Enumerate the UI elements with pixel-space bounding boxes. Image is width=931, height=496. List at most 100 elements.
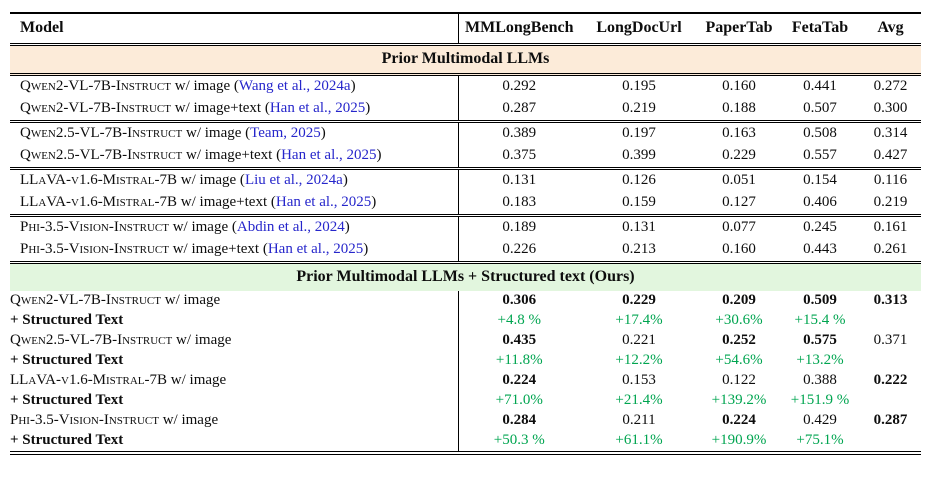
model-name: Phi-3.5-Vision-Instruct <box>20 241 169 257</box>
citation-link[interactable]: Han et al., 2025 <box>267 241 364 257</box>
model-name: Phi-3.5-Vision-Instruct <box>20 219 169 235</box>
value-cell: 0.209 <box>722 292 756 308</box>
value-cell: 0.441 <box>803 78 837 94</box>
value-cell: 0.219 <box>860 192 921 217</box>
model-cell: LLaVA-v1.6-Mistral-7B w/ image (Liu et a… <box>10 168 459 192</box>
value-cell: 0.389 <box>502 125 537 141</box>
value-cell: 0.508 <box>803 125 837 141</box>
table-row: Qwen2-VL-7B-Instruct w/ image+text (Han … <box>10 98 921 123</box>
citation-link[interactable]: Han et al., 2025 <box>269 100 366 116</box>
value-cell: 0.197 <box>622 125 656 141</box>
delta-cell: +4.8 % <box>497 312 541 328</box>
model-name: Qwen2.5-VL-7B-Instruct <box>20 125 183 141</box>
value-cell: 0.261 <box>860 239 921 264</box>
model-name: Qwen2.5-VL-7B-Instruct <box>20 147 183 163</box>
column-header-fetatab: FetaTab <box>780 13 860 46</box>
delta-row: + Structured Text +50.3 % +61.1% +190.9% +75… <box>10 431 921 453</box>
citation-link[interactable]: Han et al., 2025 <box>281 147 377 163</box>
value-cell: 0.224 <box>722 412 756 428</box>
column-header-longdocurl: LongDocUrl <box>580 13 698 46</box>
delta-cell: +21.4% <box>615 392 663 408</box>
value-cell: 0.388 <box>803 372 837 388</box>
value-cell: 0.077 <box>722 219 756 235</box>
value-cell: 0.284 <box>502 412 537 428</box>
table-row: Qwen2.5-VL-7B-Instruct w/ image 0.435 0.22… <box>10 331 921 351</box>
value-cell: 0.122 <box>722 372 756 388</box>
model-name: Qwen2-VL-7B-Instruct <box>10 292 161 308</box>
value-cell: 0.226 <box>458 239 580 264</box>
value-cell: 0.153 <box>622 372 656 388</box>
model-cell: Qwen2.5-VL-7B-Instruct w/ image (Team, 2… <box>10 121 459 145</box>
value-cell: 0.509 <box>803 292 837 308</box>
value-cell: 0.575 <box>803 332 837 348</box>
delta-label: + Structured Text <box>10 351 459 371</box>
value-cell: 0.252 <box>722 332 756 348</box>
section-header-prior-llms-label: Prior Multimodal LLMs <box>10 43 921 76</box>
model-name: Qwen2.5-VL-7B-Instruct <box>10 332 173 348</box>
value-cell: 0.051 <box>722 172 756 188</box>
table-row: Qwen2.5-VL-7B-Instruct w/ image+text (Ha… <box>10 145 921 170</box>
delta-cell: +190.9% <box>711 432 767 448</box>
model-cell: Qwen2-VL-7B-Instruct w/ image <box>10 291 459 311</box>
value-cell: 0.213 <box>580 239 698 264</box>
table-row: LLaVA-v1.6-Mistral-7B w/ image 0.224 0.153… <box>10 371 921 391</box>
column-header-papertab: PaperTab <box>698 13 780 46</box>
delta-cell: +151.9 % <box>790 392 850 408</box>
value-cell: 0.557 <box>780 145 860 170</box>
table-row: Phi-3.5-Vision-Instruct w/ image (Abdin … <box>10 215 921 239</box>
table-row: Phi-3.5-Vision-Instruct w/ image+text (H… <box>10 239 921 264</box>
citation-link[interactable]: Liu et al., 2024a <box>244 172 343 188</box>
model-name: Qwen2-VL-7B-Instruct <box>20 100 171 116</box>
delta-cell: +12.2% <box>615 352 663 368</box>
delta-cell: +30.6% <box>715 312 763 328</box>
delta-cell <box>860 431 921 453</box>
value-cell: 0.188 <box>698 98 780 123</box>
model-cell: Qwen2.5-VL-7B-Instruct w/ image+text (Ha… <box>10 145 459 170</box>
model-cell: Phi-3.5-Vision-Instruct w/ image+text (H… <box>10 239 459 264</box>
delta-cell: +71.0% <box>495 392 543 408</box>
value-cell: 0.126 <box>622 172 656 188</box>
column-header-avg: Avg <box>860 13 921 46</box>
value-cell: 0.221 <box>622 332 656 348</box>
citation-link[interactable]: Wang et al., 2024a <box>238 78 351 94</box>
value-cell: 0.245 <box>803 219 837 235</box>
value-cell: 0.161 <box>873 219 908 235</box>
delta-cell <box>860 391 921 411</box>
table-row: Qwen2-VL-7B-Instruct w/ image (Wang et a… <box>10 74 921 98</box>
header-row: Model MMLongBench LongDocUrl PaperTab Fe… <box>10 13 921 46</box>
model-name: LLaVA-v1.6-Mistral-7B <box>20 194 178 210</box>
citation-link[interactable]: Han et al., 2025 <box>275 194 372 210</box>
delta-label: + Structured Text <box>10 391 459 411</box>
value-cell: 0.272 <box>873 78 908 94</box>
delta-label: + Structured Text <box>10 431 459 453</box>
delta-cell: +11.8% <box>495 352 543 368</box>
column-header-model: Model <box>10 13 459 46</box>
value-cell: 0.159 <box>580 192 698 217</box>
section-header-prior-llms: Prior Multimodal LLMs <box>10 43 921 76</box>
value-cell: 0.131 <box>502 172 537 188</box>
delta-cell: +139.2% <box>711 392 767 408</box>
value-cell: 0.160 <box>722 78 756 94</box>
value-cell: 0.399 <box>580 145 698 170</box>
citation-link[interactable]: Abdin et al., 2024 <box>236 219 345 235</box>
value-cell: 0.160 <box>698 239 780 264</box>
delta-label: + Structured Text <box>10 311 459 331</box>
value-cell: 0.443 <box>780 239 860 264</box>
value-cell: 0.287 <box>873 412 908 428</box>
value-cell: 0.306 <box>502 292 537 308</box>
value-cell: 0.375 <box>458 145 580 170</box>
delta-cell: +54.6% <box>715 352 763 368</box>
value-cell: 0.189 <box>502 219 537 235</box>
model-cell: Qwen2-VL-7B-Instruct w/ image (Wang et a… <box>10 74 459 98</box>
citation-link[interactable]: Team, 2025 <box>250 125 321 141</box>
delta-row: + Structured Text +4.8 % +17.4% +30.6% +15.4… <box>10 311 921 331</box>
section-header-ours: Prior Multimodal LLMs + Structured text … <box>10 261 921 291</box>
table-row: Qwen2-VL-7B-Instruct w/ image 0.306 0.229 0… <box>10 291 921 311</box>
value-cell: 0.183 <box>458 192 580 217</box>
value-cell: 0.211 <box>622 412 656 428</box>
paper-page: Model MMLongBench LongDocUrl PaperTab Fe… <box>0 12 931 496</box>
value-cell: 0.300 <box>860 98 921 123</box>
value-cell: 0.127 <box>698 192 780 217</box>
value-cell: 0.314 <box>873 125 908 141</box>
value-cell: 0.229 <box>698 145 780 170</box>
